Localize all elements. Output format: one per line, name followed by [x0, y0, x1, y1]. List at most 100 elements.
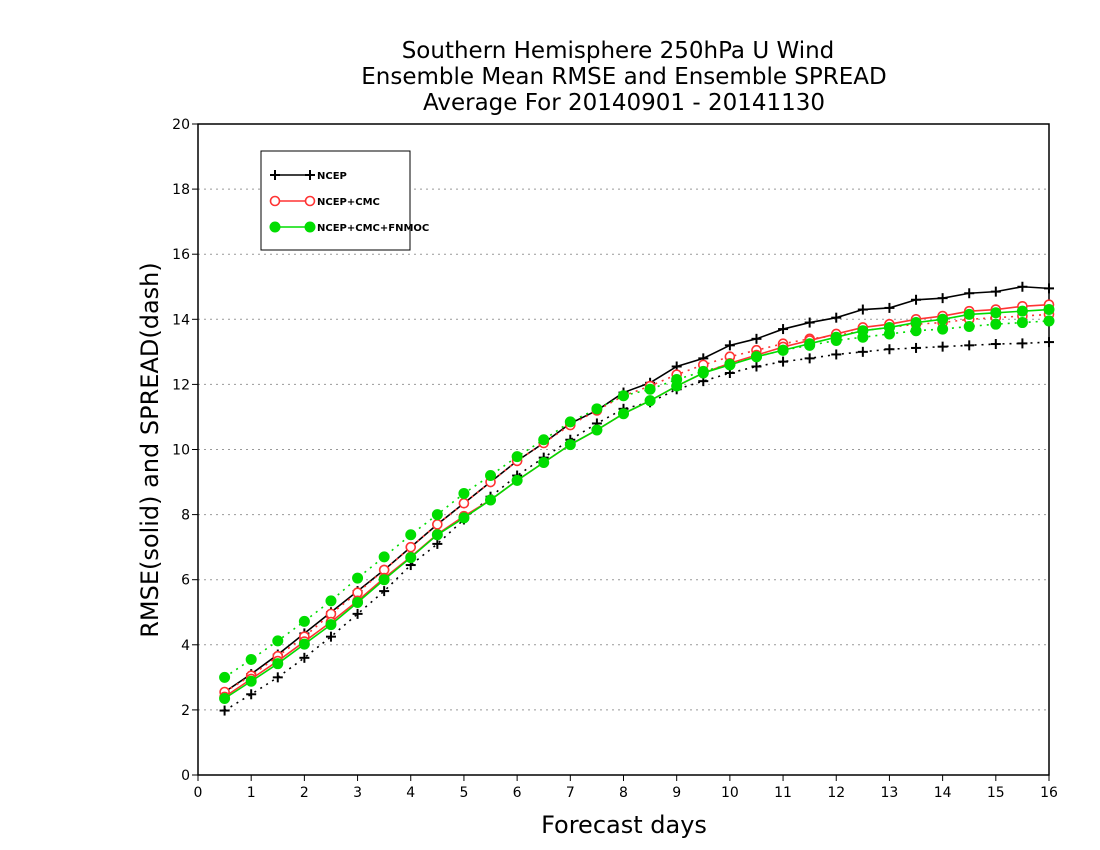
x-tick-label: 14: [934, 785, 952, 801]
rmse-point: [857, 325, 869, 337]
legend-marker: [305, 170, 315, 180]
series-ncep-cmc: [219, 299, 1055, 703]
spread-point: [644, 383, 656, 395]
spread-point: [458, 487, 470, 499]
rmse-point: [990, 286, 1001, 297]
spread-point: [405, 541, 417, 553]
spread-point: [272, 635, 284, 647]
rmse-point: [644, 395, 656, 407]
spread-line: [224, 341, 1050, 712]
rmse-point: [378, 574, 390, 586]
chart-title: Southern Hemisphere 250hPa U Wind Ensemb…: [361, 38, 886, 116]
chart-title-line-3: Average For 20140901 - 20141130: [423, 90, 825, 116]
rmse-point: [804, 338, 816, 350]
chart-title-line-2: Ensemble Mean RMSE and Ensemble SPREAD: [361, 64, 886, 90]
y-tick-label: 14: [172, 312, 190, 328]
rmse-point: [724, 359, 736, 371]
spread-point: [911, 342, 922, 353]
spread-point: [1017, 338, 1028, 349]
spread-point: [804, 353, 815, 364]
spread-point: [405, 529, 417, 541]
spread-point: [378, 551, 390, 563]
legend-marker: [304, 221, 316, 233]
spread-point: [298, 615, 310, 627]
x-tick-label: 6: [513, 785, 522, 801]
spread-point: [990, 318, 1002, 330]
rmse-point: [777, 344, 789, 356]
spread-point: [458, 497, 470, 509]
spread-point: [219, 671, 231, 683]
spread-point: [272, 672, 283, 683]
y-tick-label: 0: [181, 768, 190, 784]
spread-point: [857, 346, 868, 357]
rmse-point: [591, 424, 603, 436]
legend-marker: [269, 195, 281, 207]
spread-point: [884, 344, 895, 355]
spread-point: [325, 631, 336, 642]
spread-point: [1016, 317, 1028, 329]
spread-point: [432, 538, 443, 549]
x-tick-label: 15: [987, 785, 1005, 801]
legend-label: NCEP: [317, 171, 347, 182]
rmse-point: [564, 439, 576, 451]
y-tick-label: 18: [172, 182, 190, 198]
spread-point: [352, 572, 364, 584]
x-tick-label: 8: [619, 785, 628, 801]
rmse-point: [352, 596, 364, 608]
x-tick-label: 5: [459, 785, 468, 801]
spread-point: [538, 434, 550, 446]
rmse-point: [911, 294, 922, 305]
spread-line: [224, 320, 1050, 679]
spread-point: [325, 595, 337, 607]
spread-point: [485, 470, 497, 482]
y-tick-label: 6: [181, 573, 190, 589]
rmse-point: [1016, 305, 1028, 317]
rmse-point: [272, 658, 284, 670]
x-tick-label: 1: [247, 785, 256, 801]
rmse-point: [219, 693, 231, 705]
rmse-point: [1044, 283, 1054, 294]
legend-marker: [270, 170, 280, 180]
spread-point: [431, 509, 443, 521]
y-tick-label: 8: [181, 508, 190, 524]
rmse-point: [937, 313, 949, 325]
rmse-point: [964, 288, 975, 299]
rmse-point: [750, 351, 762, 363]
chart-title-line-1: Southern Hemisphere 250hPa U Wind: [402, 38, 835, 64]
legend-marker: [304, 195, 316, 207]
x-tick-label: 0: [194, 785, 203, 801]
spread-point: [618, 390, 629, 402]
rmse-point: [618, 408, 629, 420]
spread-point: [511, 451, 523, 463]
rmse-point: [804, 317, 815, 328]
rmse-point: [298, 638, 310, 650]
series-layer: [219, 281, 1055, 716]
rmse-point: [245, 675, 257, 687]
spread-point: [564, 416, 576, 428]
spread-point: [245, 653, 257, 665]
legend-label: NCEP+CMC+FNMOC: [317, 223, 429, 234]
spread-point: [1043, 315, 1055, 327]
rmse-point: [751, 333, 762, 344]
rmse-point: [1017, 281, 1028, 292]
rmse-line: [224, 303, 1050, 698]
x-tick-label: 2: [300, 785, 309, 801]
rmse-point: [831, 312, 842, 323]
spread-point: [432, 519, 443, 530]
rmse-point: [405, 552, 417, 564]
spread-point: [778, 356, 789, 367]
rmse-point: [538, 457, 550, 469]
y-tick-label: 16: [172, 247, 190, 263]
spread-point: [299, 652, 310, 663]
x-tick-label: 7: [566, 785, 575, 801]
x-tick-label: 11: [774, 785, 792, 801]
spread-point: [591, 403, 603, 415]
legend: NCEP NCEP+CMC NCEP+CMC+FNMOC: [260, 150, 429, 251]
rmse-line: [224, 285, 1050, 693]
spread-point: [352, 608, 363, 619]
spread-point: [751, 361, 762, 372]
legend-label: NCEP+CMC: [317, 197, 380, 208]
rmse-point: [697, 367, 709, 379]
x-tick-label: 4: [406, 785, 415, 801]
